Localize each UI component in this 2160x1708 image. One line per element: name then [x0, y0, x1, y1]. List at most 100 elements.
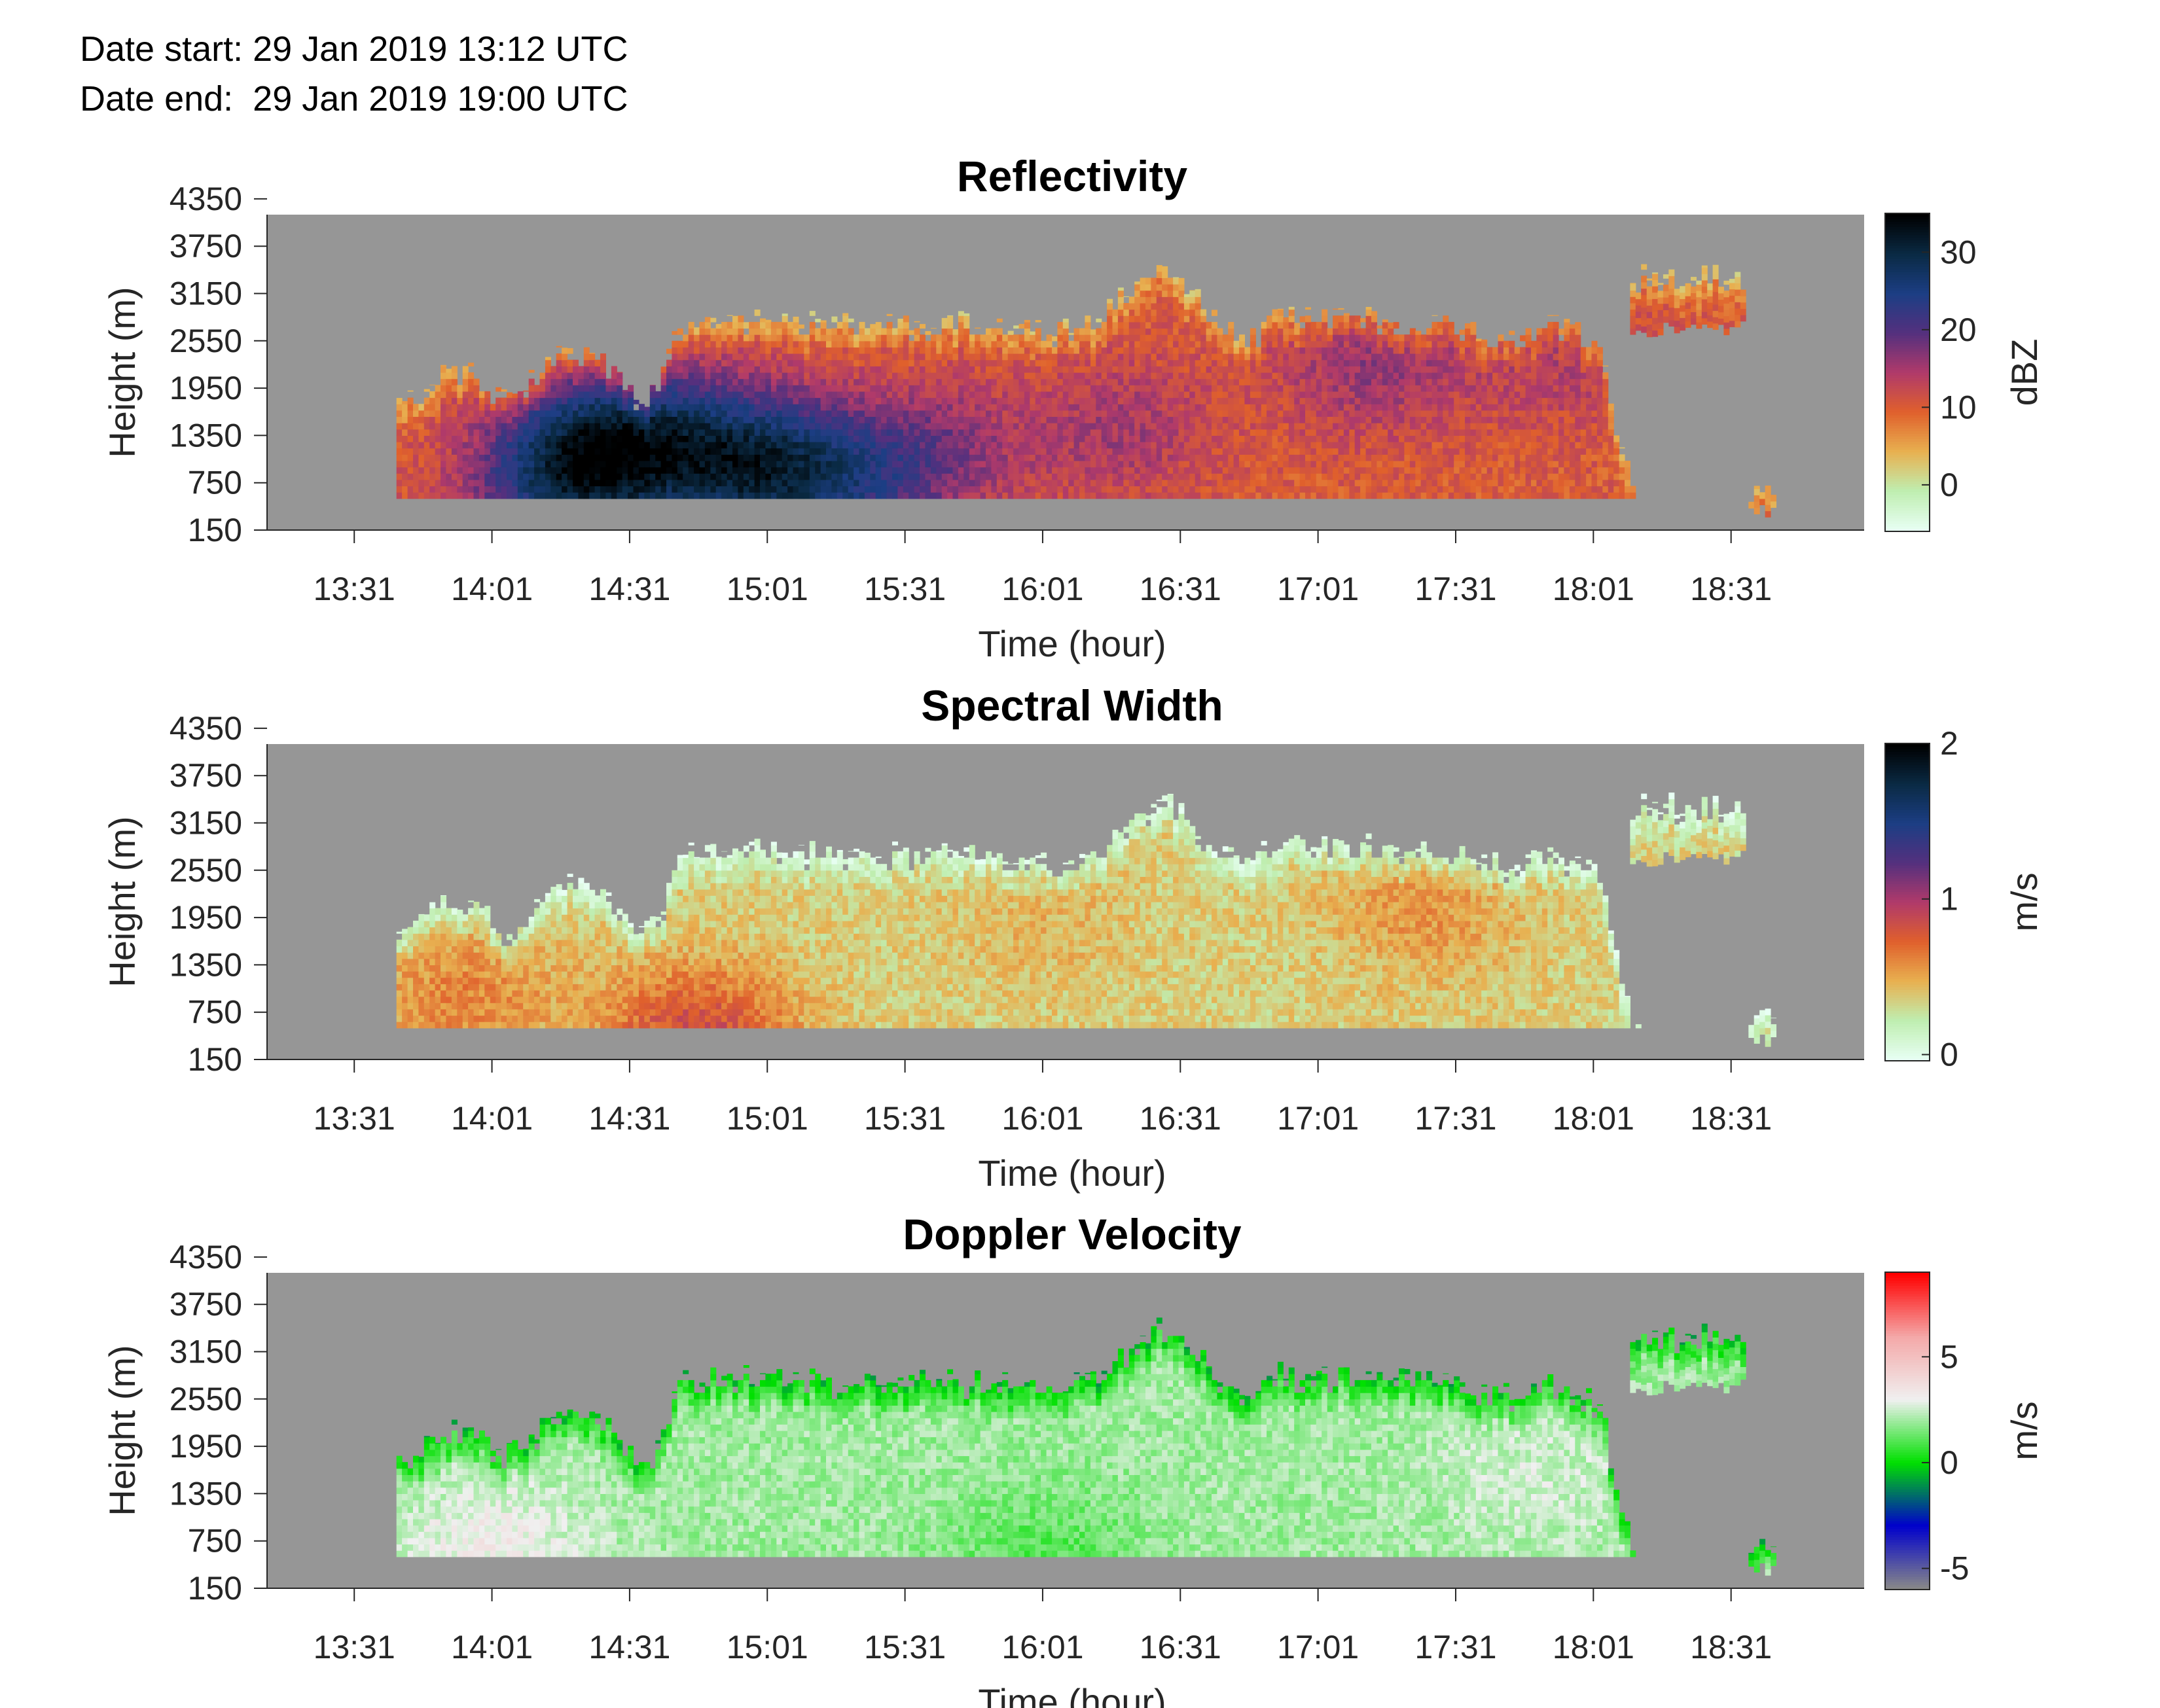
heatmap-cell — [1255, 353, 1262, 361]
heatmap-cell — [539, 486, 546, 493]
heatmap-cell — [600, 372, 606, 380]
heatmap-cell — [1195, 289, 1201, 291]
heatmap-cell — [920, 353, 926, 361]
heatmap-cell — [952, 340, 959, 347]
heatmap-cell — [1107, 435, 1113, 442]
heatmap-cell — [991, 353, 998, 361]
heatmap-cell — [710, 378, 717, 385]
heatmap-cell — [1365, 340, 1372, 347]
heatmap-cell — [864, 448, 871, 455]
heatmap-cell — [1267, 378, 1273, 385]
heatmap-cell — [1349, 359, 1356, 366]
heatmap-cell — [435, 391, 441, 399]
heatmap-cell — [435, 461, 441, 468]
heatmap-cell — [936, 442, 943, 449]
heatmap-cell — [490, 492, 496, 499]
heatmap-cell — [1388, 340, 1394, 347]
heatmap-cell — [1151, 321, 1157, 329]
heatmap-cell — [1377, 461, 1383, 468]
heatmap-cell — [903, 340, 909, 347]
heatmap-cell — [793, 366, 799, 373]
heatmap-cell — [1052, 454, 1058, 461]
heatmap-cell — [1123, 303, 1130, 310]
heatmap-cell — [732, 397, 738, 404]
heatmap-cell — [837, 410, 843, 417]
heatmap-cell — [512, 393, 518, 399]
heatmap-cell — [446, 404, 452, 411]
heatmap-cell — [760, 479, 766, 487]
heatmap-cell — [947, 442, 954, 449]
heatmap-cell — [1327, 378, 1333, 385]
heatmap-cell — [770, 372, 777, 380]
heatmap-cell — [1349, 461, 1356, 468]
heatmap-cell — [473, 429, 480, 436]
heatmap-cell — [1299, 397, 1306, 404]
heatmap-cell — [875, 416, 882, 423]
heatmap-cell — [875, 328, 882, 335]
heatmap-cell — [749, 359, 755, 366]
heatmap-cell — [848, 366, 854, 373]
heatmap-cell — [1183, 315, 1190, 323]
heatmap-cell — [1415, 330, 1422, 335]
heatmap-cell — [1007, 385, 1014, 392]
heatmap-cell — [897, 429, 904, 436]
heatmap-cell — [1145, 328, 1151, 335]
heatmap-cell — [881, 429, 888, 436]
heatmap-cell — [1288, 321, 1295, 329]
heatmap-cell — [1277, 372, 1284, 380]
heatmap-cell — [881, 461, 888, 468]
heatmap-cell — [550, 378, 557, 385]
heatmap-cell — [1162, 340, 1168, 347]
heatmap-cell — [886, 479, 893, 487]
heatmap-cell — [462, 397, 469, 404]
heatmap-cell — [1294, 416, 1301, 423]
heatmap-cell — [517, 404, 524, 411]
heatmap-cell — [941, 321, 948, 329]
heatmap-cell — [1128, 303, 1135, 310]
heatmap-cell — [617, 416, 623, 423]
heatmap-cell — [1443, 359, 1449, 366]
heatmap-cell — [423, 486, 430, 493]
heatmap-cell — [793, 423, 799, 430]
heatmap-cell — [1261, 410, 1267, 417]
heatmap-cell — [1007, 429, 1014, 436]
heatmap-cell — [1294, 366, 1301, 373]
heatmap-cell — [903, 397, 909, 404]
heatmap-cell — [1349, 347, 1356, 354]
heatmap-cell — [1189, 315, 1196, 323]
heatmap-cell — [1322, 359, 1328, 366]
heatmap-cell — [501, 435, 507, 442]
heatmap-cell — [1107, 315, 1113, 323]
heatmap-cell — [1112, 429, 1119, 436]
heatmap-cell — [1117, 321, 1124, 329]
heatmap-cell — [1041, 340, 1047, 347]
heatmap-cell — [941, 435, 948, 442]
heatmap-cell — [947, 315, 954, 316]
heatmap-cell — [539, 454, 546, 461]
heatmap-cell — [1018, 492, 1025, 499]
heatmap-cell — [1420, 404, 1427, 411]
heatmap-cell — [649, 397, 656, 404]
heatmap-cell — [892, 385, 898, 392]
heatmap-cell — [936, 423, 943, 430]
heatmap-cell — [947, 347, 954, 354]
heatmap-cell — [1128, 378, 1135, 385]
heatmap-cell — [1090, 340, 1096, 347]
heatmap-cell — [605, 435, 612, 442]
heatmap-cell — [1134, 303, 1141, 310]
heatmap-cell — [1382, 416, 1388, 423]
heatmap-cell — [859, 423, 865, 430]
heatmap-cell — [782, 391, 788, 399]
heatmap-cell — [1338, 340, 1344, 347]
heatmap-cell — [1068, 467, 1075, 474]
heatmap-cell — [1068, 340, 1075, 347]
heatmap-cell — [749, 404, 755, 411]
heatmap-cell — [1145, 378, 1151, 385]
heatmap-cell — [749, 372, 755, 380]
heatmap-cell — [903, 435, 909, 442]
heatmap-cell — [1167, 340, 1174, 347]
heatmap-cell — [1365, 492, 1372, 499]
heatmap-cell — [909, 435, 915, 442]
heatmap-cell — [914, 378, 920, 385]
heatmap-cell — [897, 353, 904, 361]
